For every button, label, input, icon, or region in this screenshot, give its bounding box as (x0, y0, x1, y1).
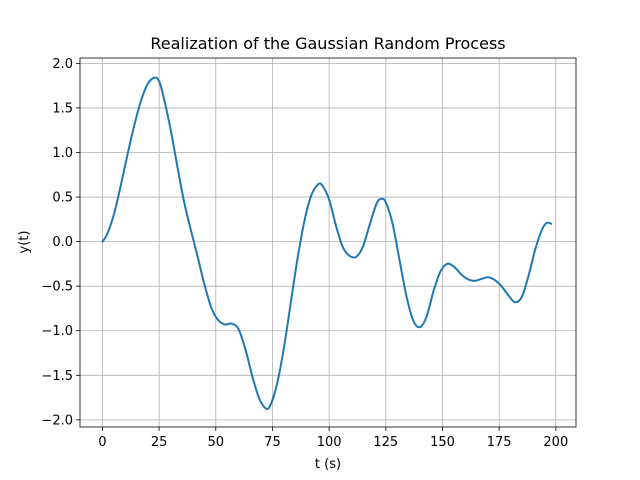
x-tick-label: 25 (151, 435, 168, 450)
x-axis: 0 25 50 75 100 125 150 175 200 (98, 427, 568, 450)
x-tick-label: 200 (543, 435, 568, 450)
series-layer (101, 76, 553, 411)
x-tick-label: 50 (208, 435, 225, 450)
y-axis: −2.0 −1.5 −1.0 −0.5 0.0 0.5 1.0 1.5 2.0 (41, 57, 80, 428)
y-tick-label: −1.0 (41, 324, 73, 339)
y-tick-label: 1.5 (52, 101, 73, 116)
x-tick-label: 175 (487, 435, 512, 450)
x-tick-label: 150 (430, 435, 455, 450)
y-tick-label: −0.5 (41, 280, 73, 295)
x-tick-label: 100 (317, 435, 342, 450)
chart-title: Realization of the Gaussian Random Proce… (150, 34, 505, 53)
x-axis-label: t (s) (315, 457, 341, 472)
y-tick-label: −2.0 (41, 413, 73, 428)
y-tick-label: 0.0 (52, 235, 73, 250)
x-tick-label: 0 (98, 435, 106, 450)
y-axis-label: y(t) (17, 231, 32, 254)
y-tick-label: 1.0 (52, 146, 73, 161)
plot-area (80, 58, 576, 427)
plot-frame (79, 57, 577, 428)
series-line (101, 76, 553, 411)
y-tick-label: 0.5 (52, 191, 73, 206)
x-tick-label: 75 (264, 435, 281, 450)
y-tick-label: 2.0 (52, 57, 73, 72)
x-tick-label: 125 (373, 435, 398, 450)
y-tick-label: −1.5 (41, 369, 73, 384)
